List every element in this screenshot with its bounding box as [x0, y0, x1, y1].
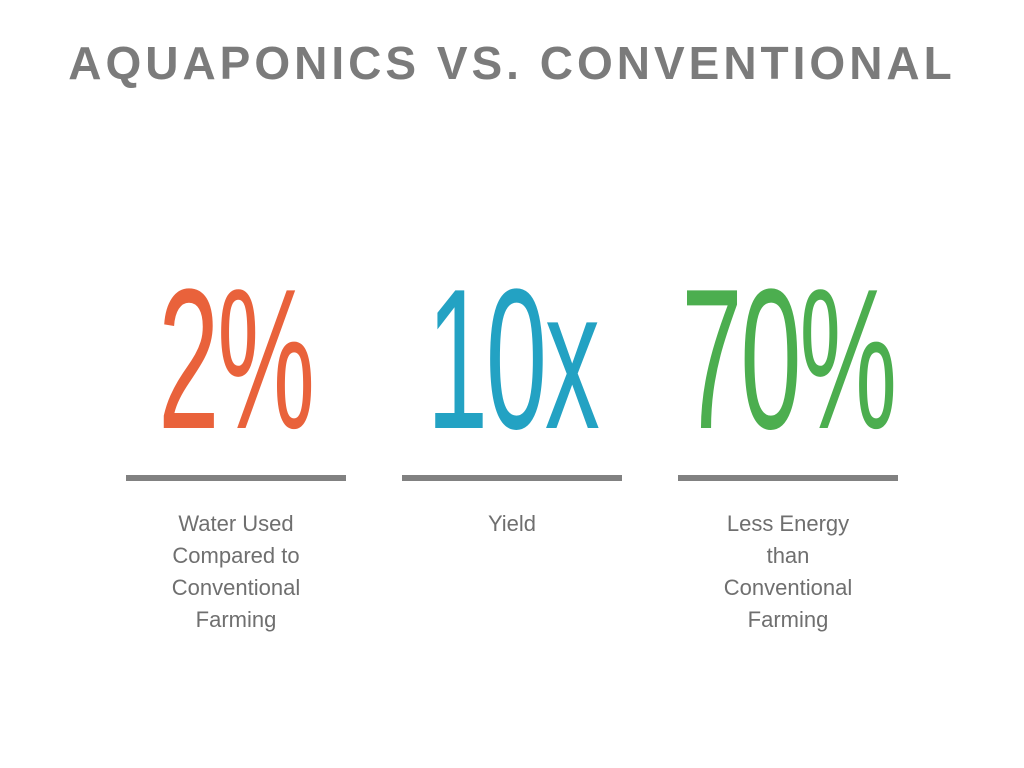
stat: 2% Water Used Compared to Conventional F… [126, 260, 346, 632]
stat: 10x Yield [402, 260, 622, 536]
stat-label: Water Used Compared to Conventional Farm… [171, 511, 301, 632]
stat: 70% Less Energy than Conventional Farmin… [678, 260, 898, 632]
stat-value: 10x [426, 248, 600, 471]
stat-value-box: 2% [126, 260, 346, 460]
stat-label: Yield [487, 511, 537, 536]
stat-value: 2% [158, 248, 316, 471]
slide-title: AQUAPONICS VS. CONVENTIONAL [68, 37, 956, 89]
stat-value-box: 70% [678, 260, 898, 460]
stat-value-box: 10x [402, 260, 622, 460]
divider [678, 475, 898, 481]
divider [126, 475, 346, 481]
divider [402, 475, 622, 481]
stat-value: 70% [681, 248, 897, 471]
stat-label: Less Energy than Conventional Farming [723, 511, 853, 632]
